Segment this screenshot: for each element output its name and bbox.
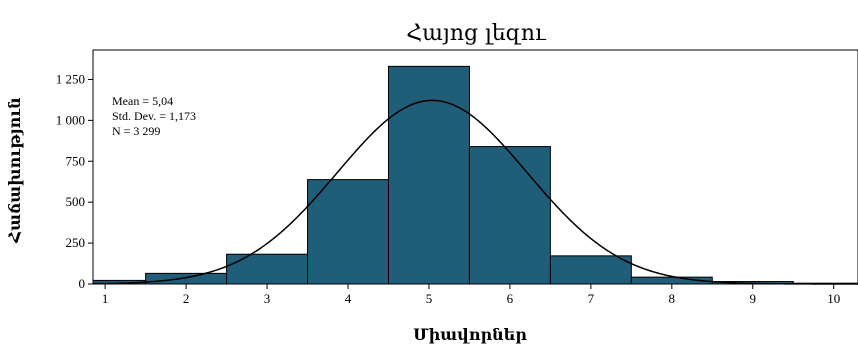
- y-tick-label-5: 1 250: [56, 71, 85, 86]
- y-tick-label-3: 750: [66, 153, 86, 168]
- x-axis: 1 2 3 4 5 6 7 8 9 10: [102, 284, 840, 306]
- x-tick-label-6: 7: [588, 291, 595, 306]
- x-tick-label-3: 4: [345, 291, 352, 306]
- x-tick-label-0: 1: [102, 291, 109, 306]
- chart-title: Հայոց լեզու: [406, 21, 547, 46]
- y-tick-label-4: 1 000: [56, 112, 85, 127]
- x-tick-label-5: 6: [507, 291, 514, 306]
- stats-box: Mean = 5,04 Std. Dev. = 1,173 N = 3 299: [112, 94, 196, 138]
- stat-std-dev: Std. Dev. = 1,173: [112, 109, 196, 123]
- x-tick-label-8: 9: [750, 291, 757, 306]
- y-axis: 0 250 500 750 1 000 1 250: [56, 71, 93, 291]
- histogram-bar-3: [226, 253, 309, 285]
- histogram-bar-6: [468, 146, 551, 285]
- y-tick-label-2: 500: [66, 194, 86, 209]
- x-tick-label-9: 10: [827, 291, 840, 306]
- y-tick-label-0: 0: [79, 276, 86, 291]
- normal-curve: [92, 99, 858, 285]
- y-tick-label-1: 250: [66, 235, 86, 250]
- histogram-bar-2: [145, 272, 228, 285]
- x-tick-label-1: 2: [183, 291, 190, 306]
- x-axis-label: Միավորներ: [413, 325, 527, 344]
- stat-mean: Mean = 5,04: [112, 94, 173, 108]
- histogram-bar-4: [307, 179, 389, 285]
- plot-area: [92, 49, 858, 285]
- bars-group: [92, 65, 858, 285]
- x-tick-label-4: 5: [426, 291, 433, 306]
- histogram-bar-7: [549, 255, 632, 285]
- y-axis-label: Հաճախություն: [5, 97, 24, 243]
- x-tick-label-7: 8: [669, 291, 676, 306]
- stat-n: N = 3 299: [112, 124, 160, 138]
- histogram-bar-5: [387, 65, 470, 285]
- x-tick-label-2: 3: [264, 291, 271, 306]
